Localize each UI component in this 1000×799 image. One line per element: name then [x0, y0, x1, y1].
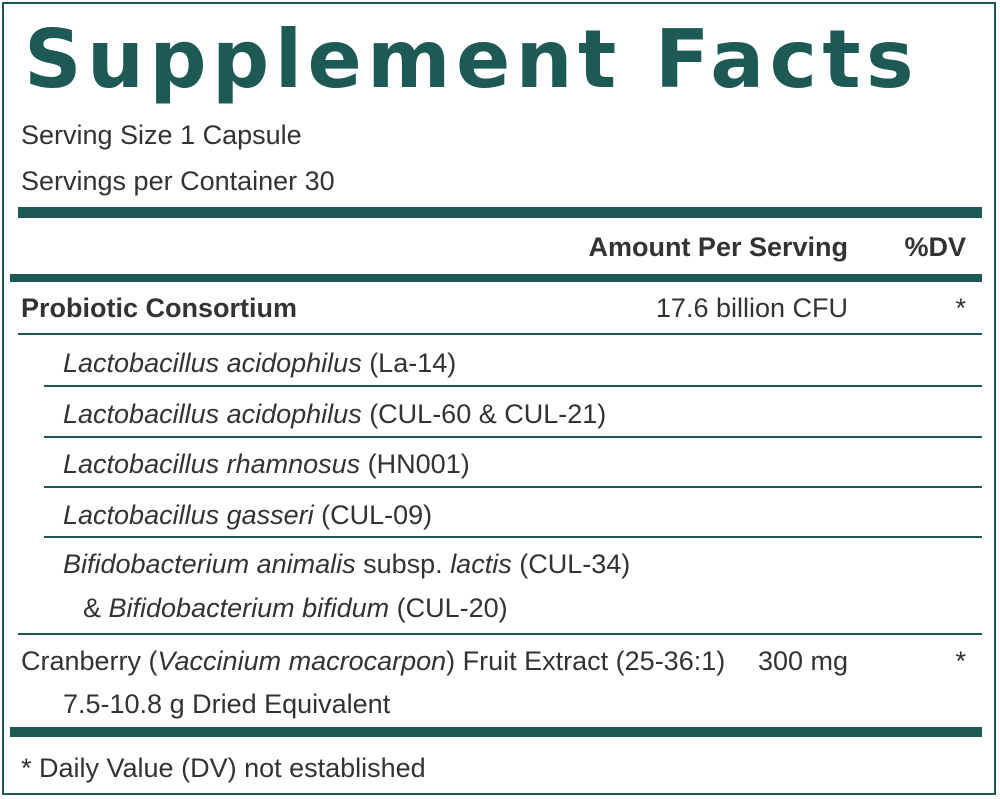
strain-row: Lactobacillus acidophilus (La-14): [63, 348, 457, 378]
servings-per-container: Servings per Container 30: [21, 166, 335, 196]
row-rule: [44, 486, 982, 488]
bifido-row-line1: Bifidobacterium animalis subsp. lactis (…: [63, 549, 631, 579]
dv-header: %DV: [904, 232, 966, 262]
blend-dv: *: [955, 293, 966, 323]
row-rule: [44, 536, 982, 538]
amount-per-serving-header: Amount Per Serving: [588, 232, 848, 262]
medium-divider: [10, 274, 982, 282]
row-rule: [44, 436, 982, 438]
serving-size: Serving Size 1 Capsule: [21, 120, 302, 150]
footnote: * Daily Value (DV) not established: [21, 753, 426, 783]
cranberry-row: Cranberry (Vaccinium macrocarpon) Fruit …: [21, 646, 726, 676]
panel-title: Supplement Facts: [24, 13, 920, 106]
row-rule: [18, 633, 982, 635]
cranberry-equivalent: 7.5-10.8 g Dried Equivalent: [63, 689, 391, 719]
blend-amount: 17.6 billion CFU: [655, 293, 848, 323]
bifido-row-line2: & Bifidobacterium bifidum (CUL-20): [83, 593, 508, 623]
strain-row: Lactobacillus rhamnosus (HN001): [63, 449, 470, 479]
thick-divider-top: [18, 207, 982, 218]
cranberry-dv: *: [955, 646, 966, 676]
thick-divider-bottom: [10, 727, 982, 737]
strain-row: Lactobacillus acidophilus (CUL-60 & CUL-…: [63, 399, 607, 429]
blend-name: Probiotic Consortium: [21, 293, 297, 323]
row-rule: [44, 385, 982, 387]
cranberry-amount: 300 mg: [757, 646, 848, 676]
row-rule: [18, 333, 982, 335]
strain-row: Lactobacillus gasseri (CUL-09): [63, 500, 433, 530]
